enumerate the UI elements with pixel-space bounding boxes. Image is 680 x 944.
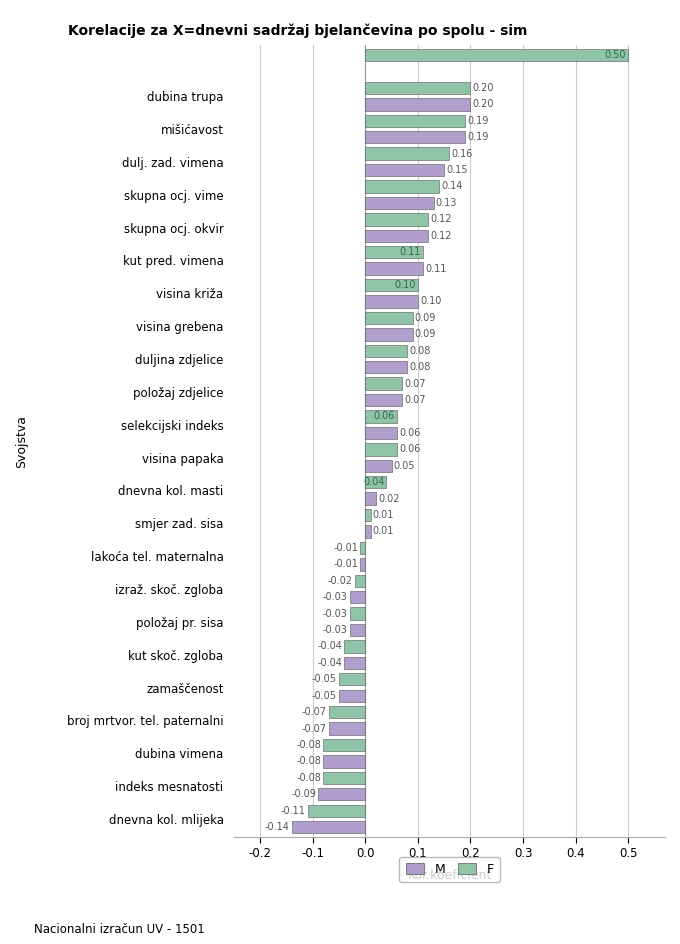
Text: 0.14: 0.14	[441, 181, 462, 192]
Bar	[323, 739, 365, 751]
Legend: M, F: M, F	[399, 857, 500, 883]
Bar	[365, 411, 397, 423]
Text: -0.05: -0.05	[312, 674, 337, 684]
Bar	[365, 525, 371, 538]
Bar	[365, 427, 397, 439]
Text: -0.08: -0.08	[296, 756, 321, 767]
Text: 0.12: 0.12	[430, 214, 452, 225]
Text: 0.20: 0.20	[473, 83, 494, 93]
Bar	[365, 329, 413, 341]
Bar	[355, 575, 365, 587]
Text: -0.04: -0.04	[318, 642, 342, 651]
Bar	[350, 608, 365, 620]
Text: 0.02: 0.02	[378, 494, 399, 504]
Bar	[360, 558, 365, 570]
Text: 0.08: 0.08	[409, 362, 431, 372]
Text: 0.10: 0.10	[394, 280, 416, 290]
Bar	[307, 804, 365, 817]
Bar	[365, 82, 471, 94]
Text: -0.03: -0.03	[322, 625, 347, 635]
Bar	[365, 394, 402, 406]
Bar	[350, 624, 365, 636]
Text: -0.08: -0.08	[296, 773, 321, 783]
Bar	[365, 460, 392, 472]
Text: 0.09: 0.09	[415, 329, 436, 339]
Bar	[365, 114, 465, 126]
Bar	[365, 509, 371, 521]
Text: -0.04: -0.04	[318, 658, 342, 668]
Bar	[365, 49, 628, 61]
Bar	[365, 295, 418, 308]
Text: 0.06: 0.06	[399, 445, 420, 454]
Bar	[365, 229, 428, 242]
Text: 0.20: 0.20	[473, 99, 494, 110]
Text: 0.06: 0.06	[399, 428, 420, 438]
Bar	[365, 345, 407, 357]
Text: -0.03: -0.03	[322, 609, 347, 618]
Text: -0.07: -0.07	[301, 724, 326, 733]
Text: -0.07: -0.07	[301, 707, 326, 717]
Bar	[365, 147, 449, 160]
X-axis label: Kor.koeficient: Kor.koeficient	[407, 868, 492, 882]
Text: 0.16: 0.16	[452, 148, 473, 159]
Bar	[365, 278, 418, 291]
Text: 0.15: 0.15	[446, 165, 468, 175]
Text: 0.04: 0.04	[363, 478, 384, 487]
Bar	[365, 312, 413, 324]
Text: 0.19: 0.19	[467, 116, 489, 126]
Text: -0.14: -0.14	[265, 822, 290, 833]
Text: 0.05: 0.05	[394, 461, 415, 471]
Text: -0.05: -0.05	[312, 691, 337, 700]
Text: 0.12: 0.12	[430, 230, 452, 241]
Text: Korelacije za X=dnevni sadržaj bjelančevina po spolu - sim: Korelacije za X=dnevni sadržaj bjelančev…	[68, 24, 528, 38]
Text: 0.08: 0.08	[409, 346, 431, 356]
Bar	[365, 180, 439, 193]
Text: Nacionalni izračun UV - 1501: Nacionalni izračun UV - 1501	[34, 923, 205, 936]
Bar	[365, 361, 407, 374]
Text: 0.19: 0.19	[467, 132, 489, 143]
Bar	[365, 443, 397, 456]
Bar	[365, 131, 465, 143]
Text: -0.11: -0.11	[281, 806, 305, 816]
Bar	[365, 98, 471, 110]
Text: -0.01: -0.01	[333, 543, 358, 553]
Bar	[350, 591, 365, 603]
Bar	[360, 542, 365, 554]
Text: 0.11: 0.11	[400, 247, 421, 257]
Bar	[365, 378, 402, 390]
Bar	[318, 788, 365, 801]
Bar	[365, 164, 444, 177]
Bar	[365, 493, 376, 505]
Bar	[323, 772, 365, 784]
Text: -0.08: -0.08	[296, 740, 321, 750]
Y-axis label: Svojstva: Svojstva	[15, 414, 28, 467]
Bar	[328, 706, 365, 718]
Text: 0.11: 0.11	[425, 263, 447, 274]
Text: 0.06: 0.06	[373, 412, 395, 421]
Bar	[344, 657, 365, 669]
Bar	[344, 640, 365, 652]
Text: 0.10: 0.10	[420, 296, 441, 307]
Bar	[328, 722, 365, 734]
Text: -0.09: -0.09	[291, 789, 316, 800]
Text: 0.09: 0.09	[415, 312, 436, 323]
Text: 0.50: 0.50	[605, 50, 626, 60]
Bar	[365, 246, 423, 259]
Text: 0.13: 0.13	[436, 198, 457, 208]
Bar	[365, 262, 423, 275]
Bar	[365, 476, 386, 488]
Bar	[339, 690, 365, 702]
Bar	[323, 755, 365, 767]
Text: 0.01: 0.01	[373, 527, 394, 536]
Text: -0.03: -0.03	[322, 592, 347, 602]
Bar	[292, 821, 365, 834]
Bar	[365, 196, 434, 209]
Bar	[339, 673, 365, 685]
Text: -0.01: -0.01	[333, 560, 358, 569]
Text: 0.07: 0.07	[404, 395, 426, 405]
Text: 0.07: 0.07	[404, 379, 426, 389]
Text: -0.02: -0.02	[328, 576, 353, 586]
Text: 0.01: 0.01	[373, 510, 394, 520]
Bar	[365, 213, 428, 226]
